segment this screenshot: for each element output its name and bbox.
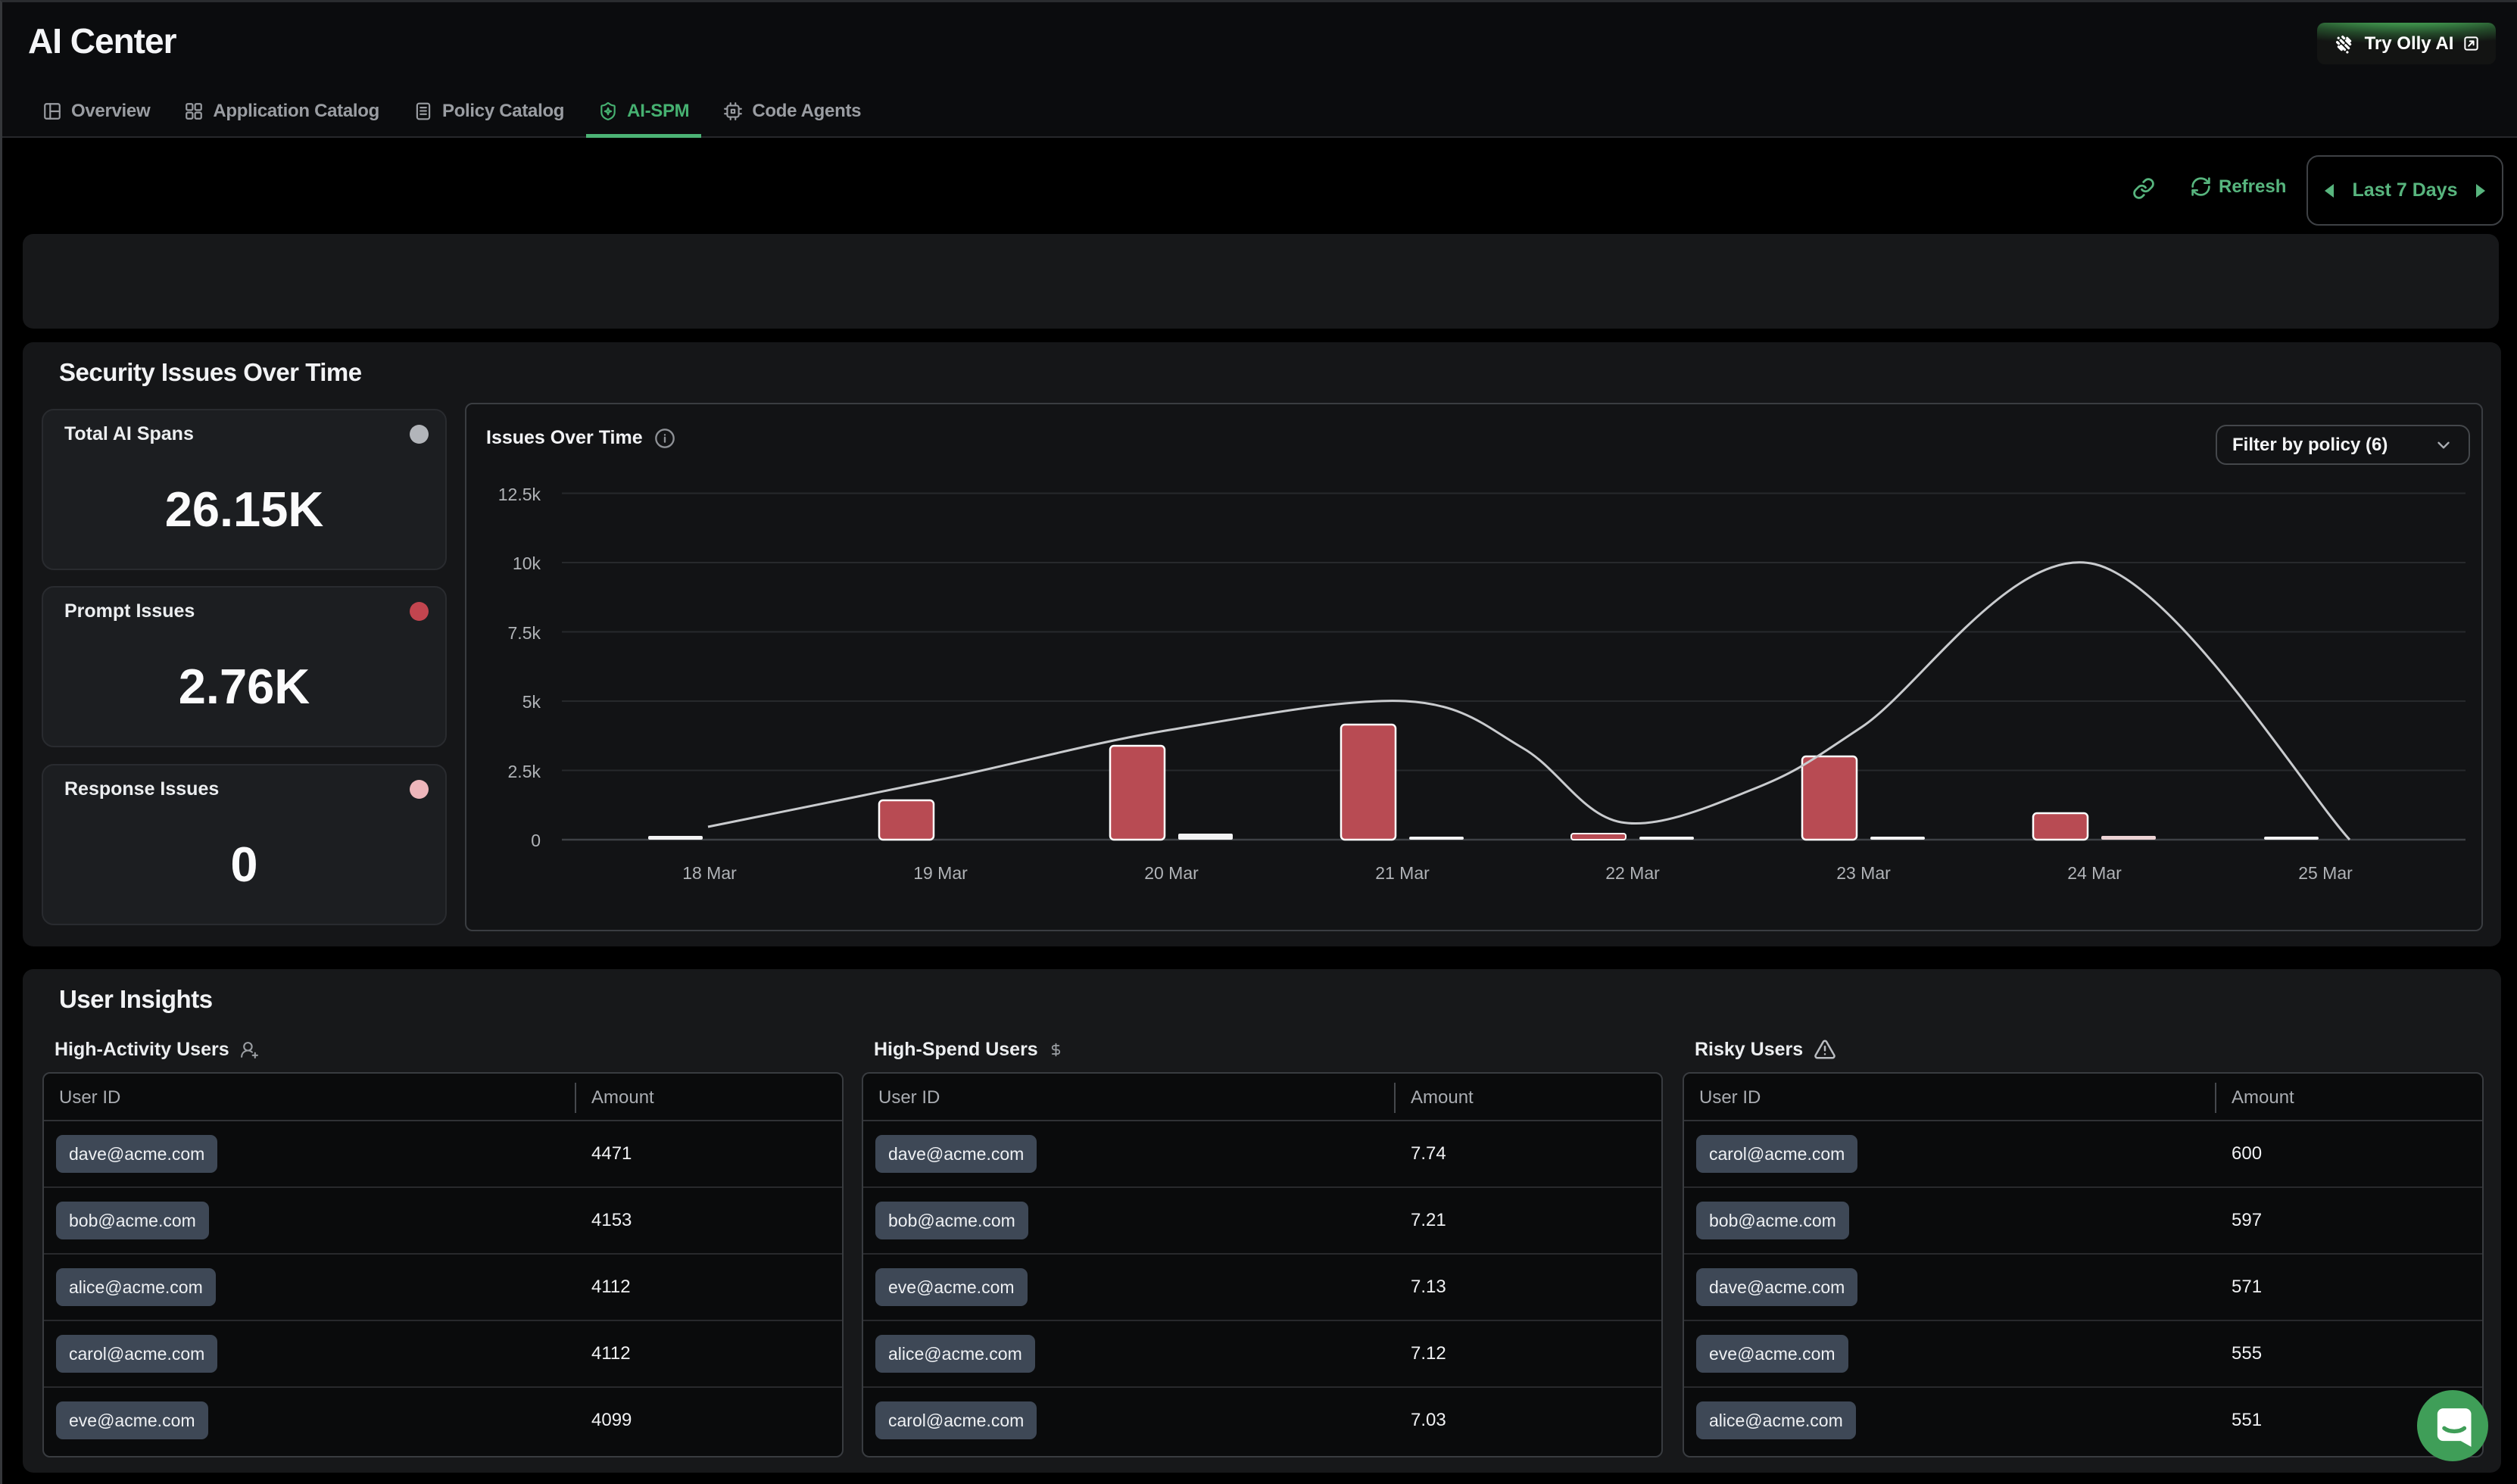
svg-text:12.5k: 12.5k: [498, 485, 541, 504]
svg-text:19 Mar: 19 Mar: [913, 863, 968, 883]
svg-text:0: 0: [531, 831, 541, 850]
svg-text:18 Mar: 18 Mar: [682, 863, 737, 883]
svg-text:22 Mar: 22 Mar: [1605, 863, 1660, 883]
svg-text:7.5k: 7.5k: [508, 623, 541, 643]
svg-text:21 Mar: 21 Mar: [1375, 863, 1430, 883]
svg-text:2.5k: 2.5k: [508, 762, 541, 781]
svg-text:5k: 5k: [522, 692, 541, 712]
svg-text:24 Mar: 24 Mar: [2067, 863, 2122, 883]
svg-text:23 Mar: 23 Mar: [1836, 863, 1891, 883]
svg-text:10k: 10k: [513, 553, 541, 573]
svg-text:25 Mar: 25 Mar: [2298, 863, 2353, 883]
svg-text:20 Mar: 20 Mar: [1144, 863, 1199, 883]
